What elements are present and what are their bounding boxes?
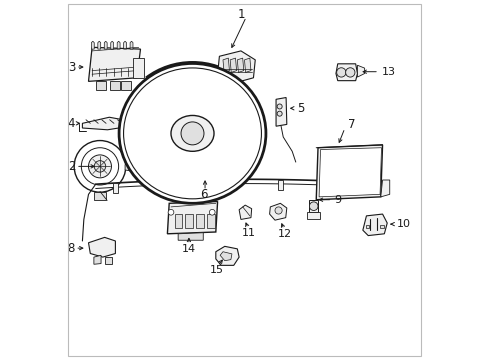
Circle shape [277, 104, 282, 109]
Bar [185, 214, 193, 228]
Circle shape [309, 202, 317, 211]
Bar [365, 225, 368, 228]
Bar [206, 214, 214, 228]
Circle shape [181, 122, 203, 145]
Text: 2: 2 [68, 160, 75, 173]
Ellipse shape [123, 68, 261, 199]
Polygon shape [230, 58, 236, 72]
Text: 13: 13 [381, 67, 395, 77]
Polygon shape [309, 200, 317, 212]
Bar [174, 214, 182, 228]
Polygon shape [357, 65, 364, 77]
Polygon shape [82, 117, 129, 130]
Bar [331, 181, 336, 191]
Bar [163, 181, 168, 191]
Circle shape [81, 148, 119, 185]
Polygon shape [306, 212, 320, 220]
Polygon shape [88, 237, 115, 257]
Bar [96, 81, 105, 90]
Bar [277, 180, 282, 190]
Bar [196, 214, 203, 228]
Polygon shape [104, 257, 112, 264]
Polygon shape [217, 51, 255, 83]
Circle shape [74, 140, 125, 192]
Polygon shape [167, 202, 217, 234]
Polygon shape [125, 163, 136, 172]
Polygon shape [88, 47, 140, 81]
Polygon shape [319, 148, 381, 197]
Polygon shape [123, 41, 126, 49]
Circle shape [274, 207, 282, 214]
Text: 11: 11 [241, 228, 255, 238]
Polygon shape [237, 58, 244, 72]
Text: 15: 15 [209, 265, 224, 275]
Text: 9: 9 [333, 195, 341, 205]
Text: 8: 8 [67, 242, 75, 255]
Ellipse shape [119, 63, 265, 203]
Circle shape [94, 161, 105, 172]
Bar [113, 183, 118, 193]
Polygon shape [93, 192, 106, 201]
Polygon shape [316, 145, 382, 200]
Circle shape [277, 111, 282, 116]
Polygon shape [117, 41, 120, 49]
Ellipse shape [171, 116, 214, 151]
Text: 12: 12 [277, 229, 291, 239]
Text: 14: 14 [182, 244, 196, 254]
Text: 7: 7 [348, 118, 355, 131]
Polygon shape [239, 205, 251, 220]
Polygon shape [276, 98, 286, 126]
Text: 6: 6 [200, 188, 207, 201]
Text: 5: 5 [297, 102, 305, 115]
Polygon shape [335, 64, 357, 81]
Polygon shape [104, 41, 107, 49]
Polygon shape [220, 252, 231, 261]
Polygon shape [380, 180, 389, 197]
Polygon shape [223, 58, 229, 72]
Polygon shape [269, 203, 286, 220]
Polygon shape [98, 41, 101, 49]
Polygon shape [110, 41, 113, 49]
Bar [379, 225, 383, 228]
Text: 3: 3 [68, 60, 75, 73]
Bar [121, 81, 131, 90]
Circle shape [345, 68, 354, 77]
Circle shape [88, 155, 111, 178]
Polygon shape [130, 41, 133, 49]
Polygon shape [178, 233, 203, 240]
Polygon shape [362, 214, 386, 235]
Bar [133, 58, 144, 78]
Polygon shape [94, 255, 101, 264]
Circle shape [209, 210, 215, 215]
Polygon shape [91, 41, 94, 49]
Text: 1: 1 [237, 8, 245, 21]
Circle shape [168, 210, 174, 215]
Text: 10: 10 [396, 219, 410, 229]
Bar [110, 81, 120, 90]
Text: 4: 4 [67, 117, 75, 130]
Circle shape [336, 68, 346, 77]
Polygon shape [244, 58, 250, 72]
Polygon shape [215, 246, 239, 265]
